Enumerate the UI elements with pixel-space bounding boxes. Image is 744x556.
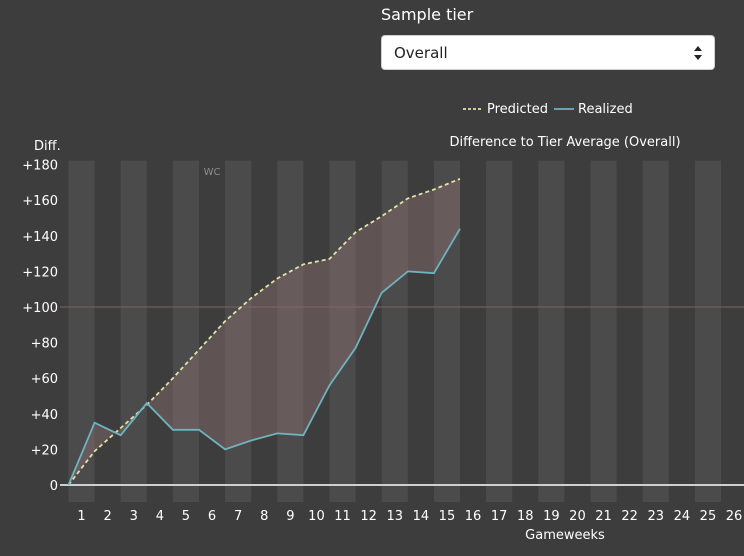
x-tick-label: 2 [104, 509, 112, 524]
y-tick-label: 0 [50, 479, 58, 494]
x-tick-label: 5 [182, 509, 190, 524]
legend: Predicted Realized [463, 102, 633, 117]
x-tick-label: 19 [543, 509, 560, 524]
fill-between-area [68, 178, 460, 486]
x-tick-label: 18 [517, 509, 534, 524]
x-tick-label: 16 [465, 509, 482, 524]
gameweek-band [538, 160, 565, 502]
sample-tier-select[interactable]: Overall [381, 35, 715, 70]
x-tick-label: 20 [569, 509, 586, 524]
y-tick-label: +180 [22, 159, 58, 174]
y-tick-label: +140 [22, 230, 58, 245]
chart-title: Difference to Tier Average (Overall) [449, 135, 680, 150]
legend-predicted-label: Predicted [487, 102, 548, 117]
y-tick-label: +160 [22, 194, 58, 209]
gameweek-band [642, 160, 669, 502]
x-tick-label: 1 [77, 509, 85, 524]
gameweek-band [68, 160, 95, 502]
gameweek-band [486, 160, 513, 502]
sample-tier-label: Sample tier [381, 5, 474, 24]
y-axis-ticks: 0 +20 +40 +60 +80 +100 +120 +140 +160 +180 [22, 159, 58, 494]
x-tick-label: 23 [647, 509, 664, 524]
x-tick-label: 7 [234, 509, 242, 524]
gameweek-band [172, 160, 199, 502]
y-tick-label: +80 [31, 337, 58, 352]
gameweek-bands [68, 160, 721, 502]
sample-tier-value: Overall [394, 44, 448, 62]
x-axis-label: Gameweeks [525, 528, 605, 543]
x-tick-label: 3 [130, 509, 138, 524]
legend-realized-label: Realized [578, 102, 633, 117]
x-tick-label: 8 [260, 509, 268, 524]
y-tick-label: +20 [31, 443, 58, 458]
gameweek-band [433, 160, 460, 502]
x-tick-label: 22 [621, 509, 638, 524]
x-tick-label: 17 [491, 509, 508, 524]
x-tick-label: 9 [286, 509, 294, 524]
gameweek-band [329, 160, 356, 502]
x-tick-label: 6 [208, 509, 216, 524]
x-tick-label: 21 [595, 509, 612, 524]
gameweek-band [120, 160, 147, 502]
x-tick-label: 13 [386, 509, 403, 524]
wc-annotation: WC [204, 167, 221, 178]
x-axis-ticks: 1 2 3 4 5 6 7 8 9 10 11 12 13 14 15 16 17 18 19 20 21 22 23 24 2… [77, 509, 742, 524]
x-tick-label: 24 [674, 509, 691, 524]
x-tick-label: 26 [726, 509, 743, 524]
realized-line [67, 228, 461, 486]
x-tick-label: 12 [360, 509, 377, 524]
x-tick-label: 15 [439, 509, 456, 524]
gameweek-band [590, 160, 617, 502]
gameweek-band [277, 160, 304, 502]
x-tick-label: 4 [156, 509, 164, 524]
gameweek-band [381, 160, 408, 502]
select-arrows-icon [694, 46, 702, 60]
y-tick-label: +120 [22, 265, 58, 280]
y-tick-label: +100 [22, 301, 58, 316]
x-tick-label: 25 [700, 509, 717, 524]
gameweek-band [694, 160, 721, 502]
y-tick-label: +40 [31, 408, 58, 423]
x-tick-label: 14 [413, 509, 430, 524]
x-tick-label: 11 [334, 509, 351, 524]
y-tick-label: +60 [31, 372, 58, 387]
x-tick-label: 10 [308, 509, 325, 524]
predicted-line [67, 177, 461, 486]
y-axis-label: Diff. [34, 139, 61, 154]
